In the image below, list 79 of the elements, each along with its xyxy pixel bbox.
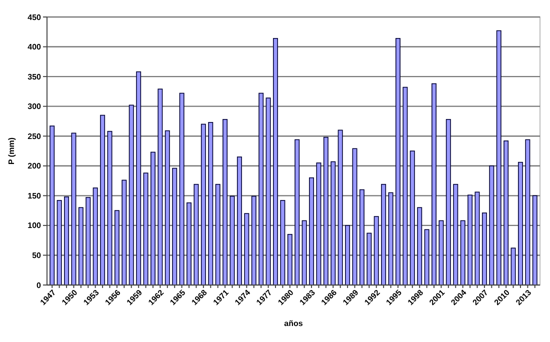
bar: [215, 184, 220, 286]
bar: [164, 130, 170, 286]
bar: [417, 207, 422, 286]
bar: [86, 197, 91, 286]
bar: [172, 168, 178, 286]
bar: [244, 213, 250, 286]
bar: [395, 38, 400, 286]
bar: [352, 148, 358, 286]
bar: [100, 114, 106, 286]
bar: [143, 172, 148, 286]
bar: [388, 192, 394, 286]
bar: [280, 200, 286, 286]
bar: [179, 92, 184, 286]
bar: [266, 98, 271, 286]
bar: [114, 210, 120, 286]
y-tick-label: 400: [28, 42, 42, 52]
bar: [460, 220, 466, 286]
bar: [402, 86, 408, 286]
bar: [432, 83, 436, 286]
bar: [510, 248, 516, 286]
y-tick-label: 250: [28, 132, 42, 141]
bar: [374, 216, 379, 286]
bar: [410, 150, 415, 286]
bar: [208, 122, 214, 286]
bar: [287, 234, 292, 286]
bar: [453, 184, 458, 286]
bar: [251, 196, 256, 286]
y-tick-label: 200: [28, 162, 42, 171]
bar: [366, 232, 372, 286]
bar: [381, 184, 386, 286]
bar: [525, 139, 530, 286]
bar: [56, 200, 62, 286]
bar: [92, 188, 98, 286]
bar: [518, 162, 523, 286]
bar: [302, 220, 307, 286]
bar: [338, 130, 343, 286]
bar: [186, 202, 192, 286]
bar: [136, 71, 142, 286]
bar: [330, 161, 336, 286]
bar: [496, 30, 502, 286]
bar: [222, 119, 228, 286]
bar: [78, 207, 84, 286]
bar: [309, 177, 314, 286]
bar: [107, 130, 112, 286]
y-tick-label: 300: [28, 102, 42, 112]
y-tick-label: 450: [28, 12, 42, 22]
bar: [474, 192, 480, 286]
x-axis-title: años: [284, 319, 304, 328]
bar: [359, 189, 364, 286]
bar: [345, 225, 350, 286]
y-tick-label: 50: [32, 251, 42, 260]
bar: [446, 119, 451, 286]
bar: [71, 132, 76, 286]
bar: [194, 184, 199, 286]
bar: [50, 126, 55, 286]
bar: [489, 165, 494, 286]
y-tick-label: 150: [28, 191, 42, 200]
bar: [294, 139, 300, 286]
bar: [150, 152, 156, 286]
bar: [64, 196, 70, 286]
y-tick-label: 100: [28, 221, 42, 230]
bar: [424, 229, 430, 286]
bar: [438, 220, 444, 286]
bar: [532, 195, 538, 286]
bar: [128, 104, 134, 286]
bar: [323, 136, 328, 286]
bar: [258, 92, 264, 286]
bar: [482, 212, 487, 286]
bar: [122, 180, 127, 286]
y-tick-label: 0: [36, 280, 42, 290]
y-axis-title: P (mm): [7, 137, 16, 164]
bar: [200, 124, 206, 286]
bar: [504, 140, 509, 286]
bar: [236, 156, 242, 286]
y-tick-label: 350: [28, 72, 42, 82]
bar: [272, 38, 278, 286]
bar: [316, 162, 322, 286]
bar: [158, 88, 163, 286]
bar: [468, 194, 473, 286]
